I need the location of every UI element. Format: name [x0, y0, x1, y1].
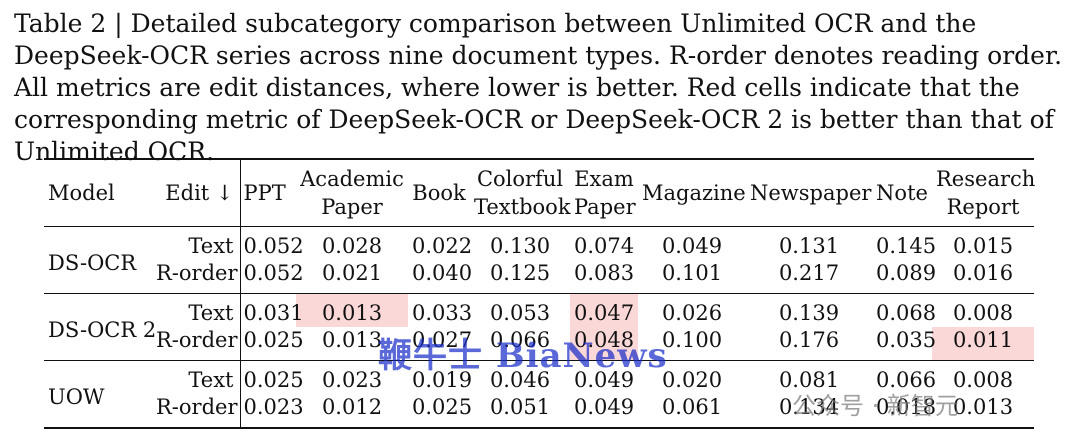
value-cell: 0.139	[778, 301, 840, 325]
value-cell: 0.008	[952, 368, 1014, 392]
value-cell: 0.089	[876, 261, 937, 285]
value-cell: 0.031	[243, 301, 304, 325]
table-group: DS-OCR Text 0.052 0.028 0.022 0.130 0.074 0.049…	[44, 226, 1034, 294]
value-cell: 0.061	[661, 395, 723, 419]
header-col: Newspaper	[750, 181, 872, 205]
value-cell: 0.013	[321, 328, 383, 352]
header-col: Colorful Textbook	[474, 167, 571, 219]
comparison-table-wrapper: Model Edit ↓ PPT Academic Paper Book Colo…	[44, 158, 1036, 429]
value-cell: 0.025	[243, 328, 304, 352]
value-cell: 0.131	[778, 234, 840, 258]
value-cell: 0.101	[661, 261, 723, 285]
table-row: R-order 0.052 0.021 0.040 0.125 0.083 0.101 0.2…	[44, 260, 1034, 294]
highlighted-value-cell: 0.011	[932, 327, 1034, 361]
header-col: PPT	[243, 181, 286, 205]
header-row: Model Edit ↓ PPT Academic Paper Book Colo…	[44, 159, 1036, 227]
value-cell: 0.081	[778, 368, 840, 392]
value-cell: 0.083	[574, 261, 635, 285]
metric-cell: R-order	[152, 327, 241, 361]
value-cell: 0.176	[778, 328, 840, 352]
value-cell: 0.052	[243, 234, 304, 258]
comparison-table: Model Edit ↓ PPT Academic Paper Book Colo…	[44, 158, 1036, 429]
header-edit: Edit ↓	[152, 159, 241, 227]
bianews-watermark: 鞭牛士 BiaNews	[378, 336, 668, 376]
table-caption: Table 2 | Detailed subcategory compariso…	[14, 9, 1063, 166]
model-name-cell: UOW	[48, 384, 105, 409]
value-cell: 0.013	[952, 395, 1014, 419]
value-cell: 0.026	[661, 301, 723, 325]
table-row: R-order 0.023 0.012 0.025 0.051 0.049 0.061 0.1…	[44, 394, 1034, 428]
value-cell: 0.217	[778, 261, 840, 285]
header-col: Note	[876, 181, 928, 205]
value-cell: 0.028	[321, 234, 383, 258]
value-cell: 0.052	[243, 261, 304, 285]
header-col: Magazine	[642, 181, 746, 205]
wechat-watermark: 公众号 · 新智元	[792, 392, 959, 420]
value-cell: 0.025	[243, 368, 304, 392]
header-col: Exam Paper	[574, 167, 636, 219]
value-cell: 0.049	[661, 234, 723, 258]
value-cell: 0.018	[876, 395, 937, 419]
value-cell: 0.049	[574, 395, 635, 419]
value-cell: 0.100	[661, 328, 723, 352]
value-cell: 0.066	[876, 368, 937, 392]
metric-cell: Text	[152, 293, 241, 327]
table-row: DS-OCR Text 0.052 0.028 0.022 0.130 0.074 0.049…	[44, 226, 1034, 275]
value-cell: 0.066	[489, 328, 551, 352]
metric-cell: R-order	[152, 394, 241, 428]
table-group: UOW Text 0.025 0.023 0.019 0.046 0.049 0.020 0.0…	[44, 360, 1034, 428]
value-cell: 0.020	[661, 368, 723, 392]
table-row: DS-OCR 2 Text 0.031 0.013 0.033 0.053 0.047 0.0…	[44, 293, 1034, 342]
table-row: R-order 0.025 0.013 0.027 0.066 0.048 0.100 0.1…	[44, 327, 1034, 361]
value-cell: 0.015	[952, 234, 1014, 258]
value-cell: 0.145	[876, 234, 937, 258]
value-cell: 0.022	[412, 234, 473, 258]
value-cell: 0.035	[876, 328, 937, 352]
value-cell: 0.008	[952, 301, 1014, 325]
model-name-cell: DS-OCR 2	[48, 317, 157, 342]
value-cell: 0.023	[243, 395, 304, 419]
value-cell: 0.134	[778, 395, 840, 419]
value-cell: 0.012	[321, 395, 383, 419]
table-group: DS-OCR 2 Text 0.031 0.013 0.033 0.053 0.047 0.0…	[44, 293, 1034, 361]
value-cell: 0.021	[321, 261, 383, 285]
value-cell: 0.016	[952, 261, 1014, 285]
value-cell: 0.130	[489, 234, 551, 258]
value-cell: 0.053	[489, 301, 551, 325]
value-cell: 0.027	[412, 328, 473, 352]
value-cell: 0.068	[876, 301, 937, 325]
value-cell: 0.025	[412, 395, 473, 419]
value-cell: 0.040	[412, 261, 473, 285]
metric-cell: R-order	[152, 260, 241, 294]
metric-cell: Text	[152, 226, 241, 260]
highlighted-value-cell: 0.013	[296, 293, 408, 327]
table-row: UOW Text 0.025 0.023 0.019 0.046 0.049 0.020 0.0…	[44, 360, 1034, 409]
value-cell: 0.019	[412, 368, 473, 392]
metric-cell: Text	[152, 360, 241, 394]
highlighted-value-cell: 0.047	[570, 293, 638, 327]
value-cell: 0.051	[489, 395, 551, 419]
model-name-cell: DS-OCR	[48, 250, 137, 275]
header-col: Research Report	[936, 167, 1036, 219]
header-col: Book	[412, 181, 466, 205]
value-cell: 0.033	[412, 301, 473, 325]
highlighted-value-cell: 0.048	[570, 327, 638, 361]
value-cell: 0.023	[321, 368, 383, 392]
header-model: Model	[48, 181, 115, 205]
value-cell: 0.046	[489, 368, 551, 392]
value-cell: 0.074	[574, 234, 635, 258]
value-cell: 0.049	[574, 368, 635, 392]
header-col: Academic Paper	[300, 167, 404, 219]
value-cell: 0.125	[489, 261, 551, 285]
